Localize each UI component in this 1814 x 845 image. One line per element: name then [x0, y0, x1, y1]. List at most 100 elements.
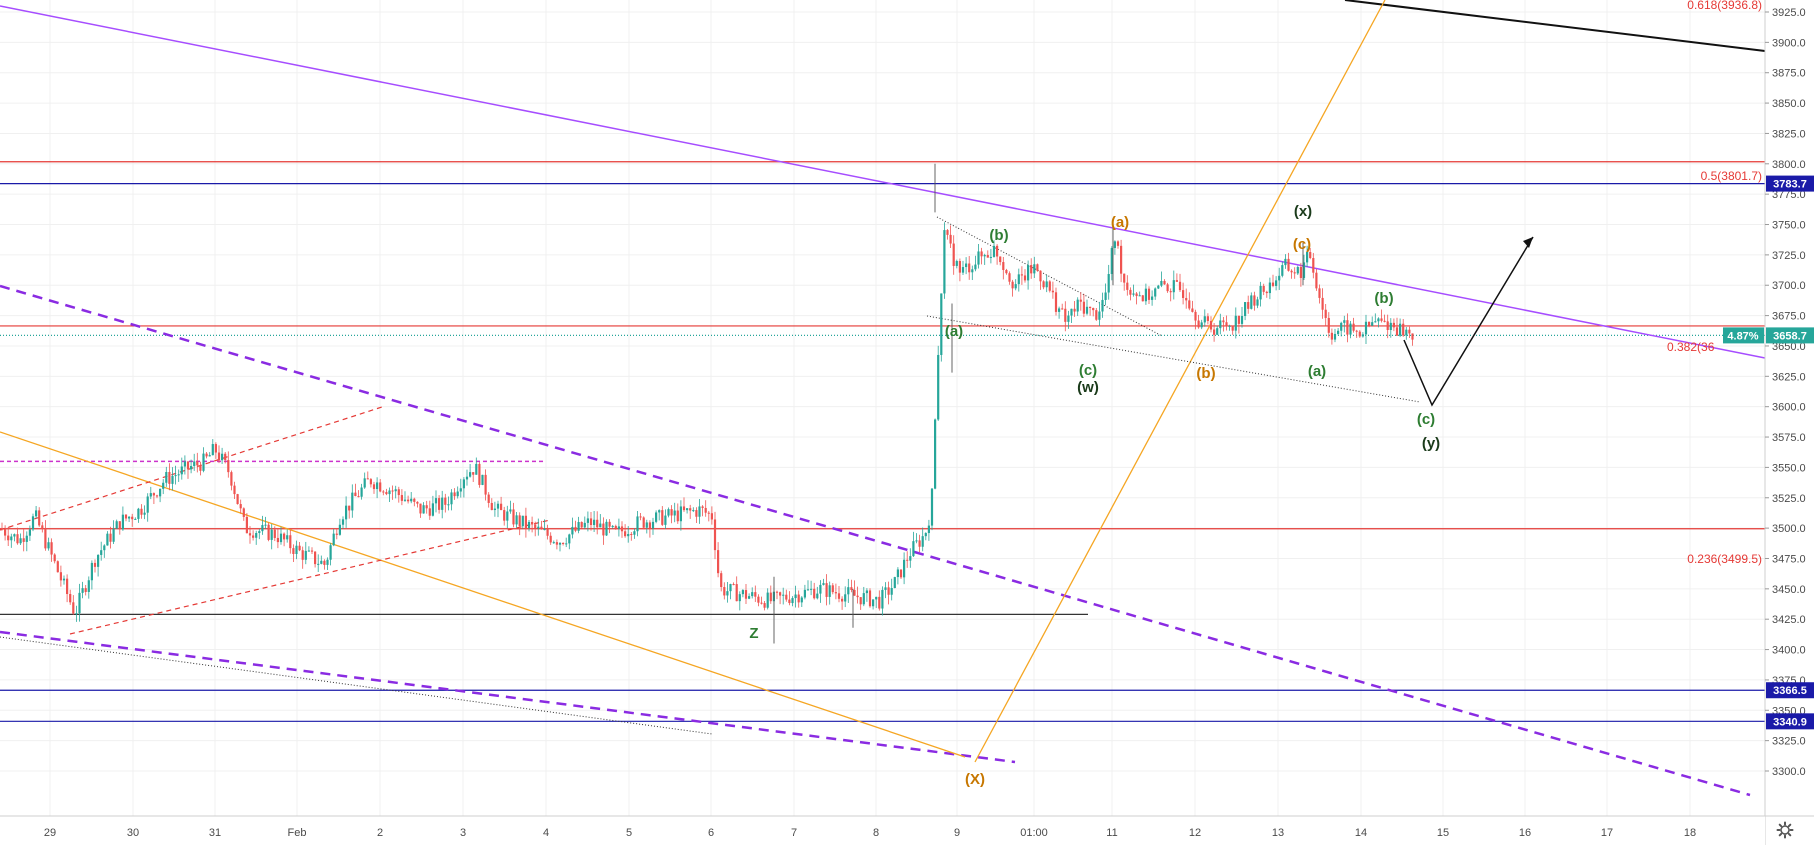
candle-body — [335, 533, 338, 535]
candle-body — [1098, 311, 1101, 320]
candle-body — [1138, 295, 1141, 297]
gear-icon — [1776, 821, 1794, 839]
trendline-black-top — [1344, 0, 1766, 52]
candle-body — [1104, 292, 1107, 300]
candle-body — [431, 503, 434, 516]
x-tick-label: 9 — [954, 827, 960, 839]
candle-body — [822, 583, 825, 585]
candle-body — [208, 455, 211, 457]
candle-body — [1250, 295, 1253, 309]
candle-body — [360, 487, 363, 497]
chart-settings-button[interactable] — [1772, 818, 1798, 842]
candle-body — [794, 594, 797, 599]
candle-body — [943, 230, 946, 294]
candle-body — [1306, 252, 1309, 263]
price-tag-label: 3658.7 — [1773, 330, 1807, 342]
candle-body — [887, 587, 890, 595]
wave-label: (b) — [1196, 365, 1215, 382]
x-tick-label: 7 — [791, 827, 797, 839]
price-tag-label: 3783.7 — [1773, 179, 1807, 191]
candle-body — [927, 525, 930, 534]
candle-body — [862, 593, 865, 605]
candle-body — [562, 542, 565, 544]
candle-body — [571, 526, 574, 535]
candle-body — [816, 593, 819, 599]
candle-body — [261, 525, 264, 532]
candle-body — [41, 525, 44, 530]
candle-body — [354, 492, 357, 497]
candle-body — [1147, 288, 1151, 300]
candle-body — [757, 596, 760, 603]
candle-body — [62, 578, 66, 581]
candle-body — [1321, 297, 1324, 310]
candle-body — [958, 261, 961, 273]
candle-body — [1036, 264, 1039, 271]
candle-body — [224, 453, 227, 461]
candle-body — [1157, 285, 1160, 289]
candle-body — [1213, 329, 1216, 335]
candle-body — [227, 460, 230, 473]
candle-body — [1315, 272, 1318, 289]
candle-body — [853, 589, 856, 596]
candle-body — [586, 518, 589, 523]
candle-body — [1033, 264, 1036, 274]
elliott-wave-labels: Z(X)(a)(b)(c)(w)(a)(b)(c)(x)(a)(b)(c)(y) — [749, 203, 1440, 788]
x-tick-label: 3 — [460, 827, 466, 839]
candle-body — [137, 508, 140, 519]
candle-body — [909, 556, 912, 561]
candle-body — [78, 592, 81, 614]
candle-body — [589, 518, 593, 526]
candle-body — [174, 475, 177, 477]
candle-body — [779, 592, 782, 596]
candle-body — [614, 525, 617, 529]
candle-body — [1027, 265, 1030, 281]
candle-body — [565, 543, 568, 545]
candle-body — [1008, 273, 1011, 282]
y-tick-label: 3550.0 — [1772, 462, 1806, 474]
candle-body — [31, 516, 35, 530]
y-tick-label: 3300.0 — [1772, 766, 1806, 778]
candle-body — [255, 533, 258, 538]
candle-body — [1364, 321, 1368, 335]
candle-body — [323, 560, 326, 565]
candle-body — [974, 264, 977, 270]
candle-body — [465, 476, 469, 480]
candle-body — [1399, 323, 1402, 336]
candle-body — [438, 498, 441, 510]
candle-body — [983, 255, 986, 257]
candle-body — [531, 521, 534, 525]
candle-body — [162, 482, 165, 489]
candle-body — [949, 234, 952, 244]
candle-body — [180, 466, 183, 475]
candle-body — [100, 550, 103, 555]
candle-body — [75, 613, 78, 615]
candle-body — [751, 592, 754, 597]
candle-body — [1287, 258, 1290, 271]
candle-body — [655, 512, 658, 522]
candle-body — [837, 593, 841, 599]
candle-body — [763, 603, 766, 608]
candle-body — [574, 526, 577, 531]
candle-body — [1120, 245, 1123, 274]
candle-body — [44, 529, 47, 549]
candle-body — [1386, 321, 1389, 331]
time-axis[interactable]: 29 30 31 Feb 2 3 4 5 6 7 8 9 01:00 11 12 13 14 15 16 17 18 — [44, 827, 1696, 839]
candle-body — [407, 499, 410, 502]
candle-body — [1030, 265, 1033, 274]
candle-body — [1206, 316, 1209, 321]
candle-body — [1324, 309, 1327, 318]
wave-label: (X) — [965, 771, 985, 788]
candle-body — [1141, 295, 1144, 302]
candle-body — [1061, 308, 1064, 310]
candle-body — [134, 518, 137, 520]
price-tag-label: 3340.9 — [1773, 716, 1807, 728]
candle-body — [608, 521, 611, 527]
candle-body — [627, 534, 630, 537]
y-tick-label: 3725.0 — [1772, 250, 1806, 262]
candle-body — [366, 478, 369, 480]
candle-body — [329, 545, 332, 560]
candle-body — [490, 502, 493, 511]
candle-body — [221, 453, 224, 461]
candle-body — [1154, 288, 1157, 297]
